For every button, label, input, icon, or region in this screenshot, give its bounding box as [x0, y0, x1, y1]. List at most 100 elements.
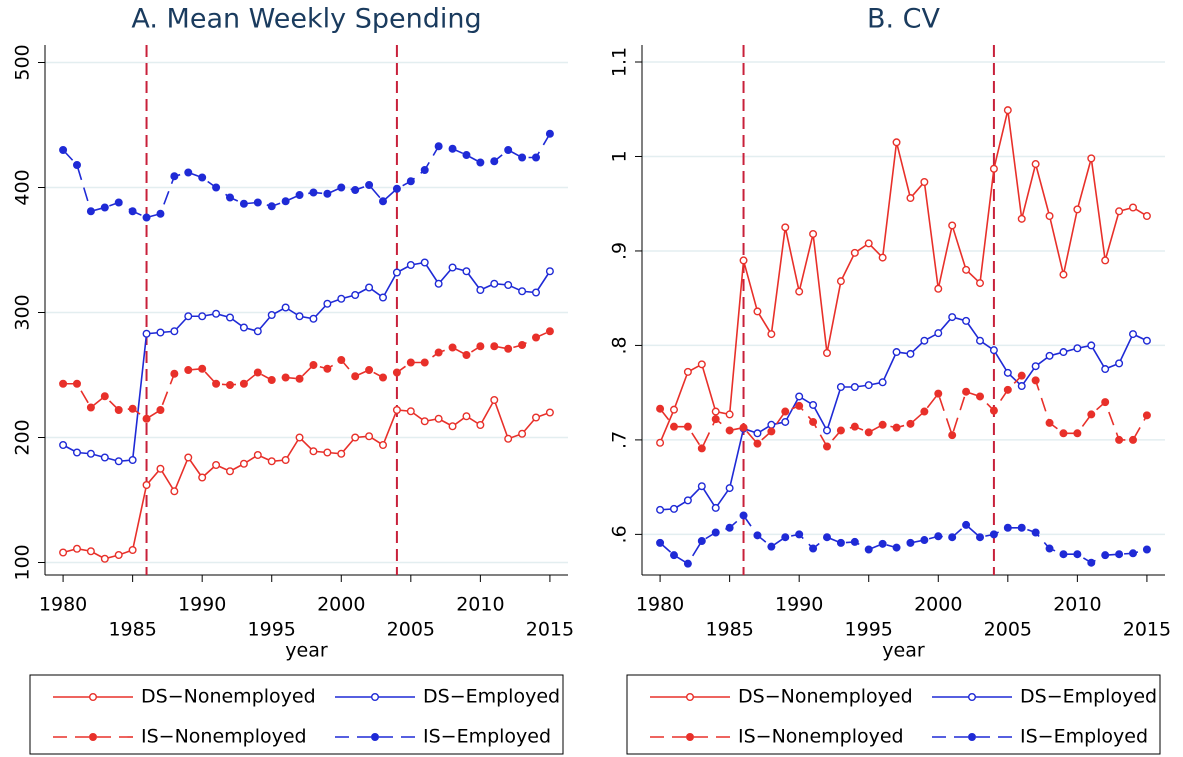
series-line — [659, 374, 1148, 451]
data-point — [351, 291, 360, 300]
panel: B. CV .6 .7 .8 .9 1 1.1 1980 1985 1990 1995 2000 200… — [609, 4, 1171, 755]
data-point — [59, 441, 68, 450]
data-point — [72, 544, 81, 553]
data-point — [753, 439, 762, 448]
data-point — [934, 389, 943, 398]
y-tick-label: .8 — [609, 336, 631, 354]
data-point — [878, 420, 887, 429]
data-point — [1129, 203, 1138, 212]
data-point — [351, 185, 360, 194]
data-point — [822, 348, 831, 357]
data-point — [170, 369, 179, 378]
data-point — [1003, 385, 1012, 394]
data-point — [1115, 207, 1124, 216]
data-point — [476, 342, 485, 351]
data-point — [1073, 205, 1082, 214]
series-line — [659, 514, 1148, 565]
data-point — [753, 531, 762, 540]
data-point — [725, 523, 734, 532]
data-point — [281, 373, 290, 382]
data-point — [184, 453, 193, 462]
data-point — [253, 327, 262, 336]
data-point — [1115, 550, 1124, 559]
data-point — [656, 505, 665, 514]
legend-marker — [968, 693, 977, 702]
data-point — [337, 294, 346, 303]
data-point — [683, 559, 692, 568]
x-axis-title: year — [285, 640, 328, 662]
data-point — [795, 392, 804, 401]
data-point — [379, 293, 388, 302]
data-point — [1115, 359, 1124, 368]
data-point — [295, 312, 304, 321]
data-point — [392, 406, 401, 415]
data-point — [1129, 435, 1138, 444]
data-point — [683, 422, 692, 431]
data-point — [379, 373, 388, 382]
data-point — [323, 189, 332, 198]
data-point — [545, 408, 554, 417]
series-line — [63, 330, 551, 420]
data-point — [809, 400, 818, 409]
data-point — [669, 551, 678, 560]
data-point — [962, 316, 971, 325]
data-point — [781, 407, 790, 416]
data-point — [100, 453, 109, 462]
data-point — [906, 349, 915, 358]
data-point — [476, 421, 485, 430]
legend-label: DS−Nonemployed — [141, 686, 316, 708]
data-point — [1142, 411, 1151, 420]
data-point — [781, 533, 790, 542]
y-tick-label: .6 — [609, 525, 631, 543]
data-point — [420, 258, 429, 267]
data-point — [351, 372, 360, 381]
data-point — [1003, 106, 1012, 115]
data-point — [934, 329, 943, 338]
data-point — [1017, 382, 1026, 391]
data-point — [184, 366, 193, 375]
data-point — [822, 533, 831, 542]
data-point — [128, 546, 137, 555]
data-point — [850, 382, 859, 391]
data-point — [1115, 435, 1124, 444]
data-point — [767, 542, 776, 551]
data-point — [753, 307, 762, 316]
data-point — [156, 406, 165, 415]
data-point — [1045, 418, 1054, 427]
data-point — [462, 351, 471, 360]
legend-marker — [686, 733, 695, 742]
x-tick-label: 1990 — [775, 594, 823, 616]
data-point — [379, 441, 388, 450]
x-tick-label: 1990 — [178, 594, 226, 616]
data-point — [1129, 330, 1138, 339]
data-point — [1031, 362, 1040, 371]
data-point — [545, 327, 554, 336]
data-point — [1031, 160, 1040, 169]
data-point — [1073, 550, 1082, 559]
data-point — [934, 284, 943, 293]
data-point — [281, 456, 290, 465]
data-point — [906, 194, 915, 203]
data-point — [462, 412, 471, 421]
data-point — [1045, 351, 1054, 360]
data-point — [59, 145, 68, 154]
data-point — [920, 536, 929, 545]
data-point — [976, 533, 985, 542]
data-point — [836, 426, 845, 435]
data-point — [836, 382, 845, 391]
data-point — [1101, 398, 1110, 407]
data-point — [253, 451, 262, 460]
data-point — [434, 279, 443, 288]
data-point — [1045, 211, 1054, 220]
data-point — [767, 330, 776, 339]
data-point — [878, 378, 887, 387]
data-point — [532, 333, 541, 342]
data-point — [351, 433, 360, 442]
x-tick-label: 2005 — [984, 619, 1032, 641]
data-point — [518, 287, 527, 296]
y-tick-label: 400 — [12, 169, 34, 205]
data-point — [518, 153, 527, 162]
data-point — [725, 426, 734, 435]
data-point — [309, 361, 318, 370]
data-point — [850, 248, 859, 257]
